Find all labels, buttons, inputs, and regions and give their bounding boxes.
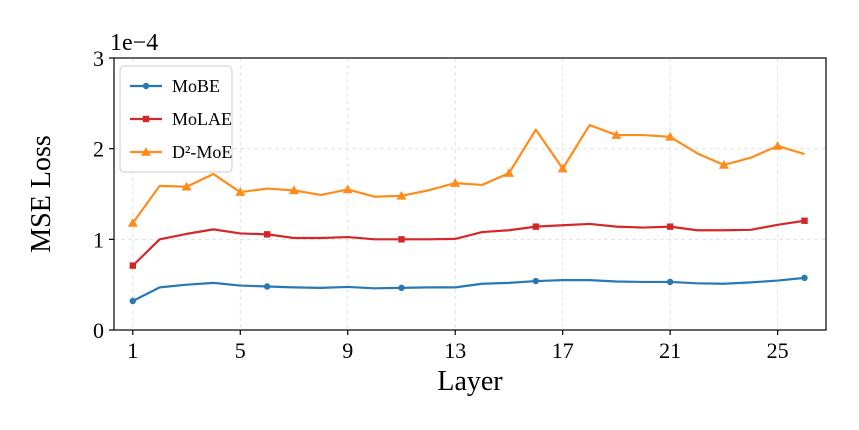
series-line [132, 276, 805, 302]
data-point [666, 223, 674, 230]
y-tick-label: 0 [93, 318, 104, 343]
data-point [263, 283, 271, 290]
data-point [772, 140, 783, 150]
data-point [801, 217, 808, 224]
x-tick-label: 1 [127, 338, 138, 363]
data-point [129, 297, 137, 305]
data-point [235, 187, 246, 196]
data-point [718, 159, 729, 169]
x-tick-label: 13 [444, 338, 466, 363]
plot-frame [113, 57, 827, 331]
series-0 [129, 274, 808, 305]
legend-marker [141, 147, 151, 156]
x-tick-label: 25 [767, 338, 789, 363]
series-line [132, 219, 805, 267]
data-point [398, 284, 405, 292]
x-axis-label: Layer [437, 366, 503, 397]
series-line [131, 123, 805, 224]
x-tick-label: 21 [659, 338, 681, 363]
legend-item: MoBE [130, 76, 220, 96]
data-point [503, 168, 514, 177]
series-layer [127, 123, 808, 305]
data-point [181, 181, 192, 191]
legend-label: MoBE [172, 76, 220, 96]
legend: MoBE MoLAE D²-MoE [119, 65, 233, 173]
x-tick-label: 5 [235, 338, 246, 363]
legend-item: D²-MoE [130, 142, 232, 162]
y-offset-text: 1e−4 [110, 30, 158, 56]
data-point [263, 231, 271, 238]
data-point [666, 278, 674, 286]
x-tick-label: 9 [342, 338, 353, 363]
series-2 [127, 123, 805, 227]
data-point [801, 274, 808, 282]
legend-label: MoLAE [172, 109, 232, 129]
y-tick-label: 2 [93, 137, 104, 162]
data-point [396, 190, 407, 200]
grid [114, 57, 826, 331]
data-point [532, 277, 540, 285]
series-1 [129, 217, 808, 269]
y-tick-label: 3 [93, 46, 104, 71]
data-point [342, 184, 353, 194]
legend-marker [142, 115, 150, 123]
data-point [129, 262, 137, 269]
legend-marker [142, 82, 150, 90]
data-point [289, 185, 300, 195]
data-point [557, 163, 568, 173]
data-point [532, 223, 540, 230]
legend-label: D²-MoE [172, 142, 232, 162]
data-point [611, 130, 622, 139]
data-point [450, 178, 461, 187]
y-tick-label: 1 [93, 227, 104, 252]
legend-box [119, 65, 233, 173]
data-point [665, 131, 676, 141]
legend-item: MoLAE [130, 109, 232, 129]
x-tick-label: 17 [552, 338, 574, 363]
y-axis-label: MSE Loss [26, 135, 57, 252]
data-point [127, 218, 138, 227]
data-point [398, 236, 405, 243]
